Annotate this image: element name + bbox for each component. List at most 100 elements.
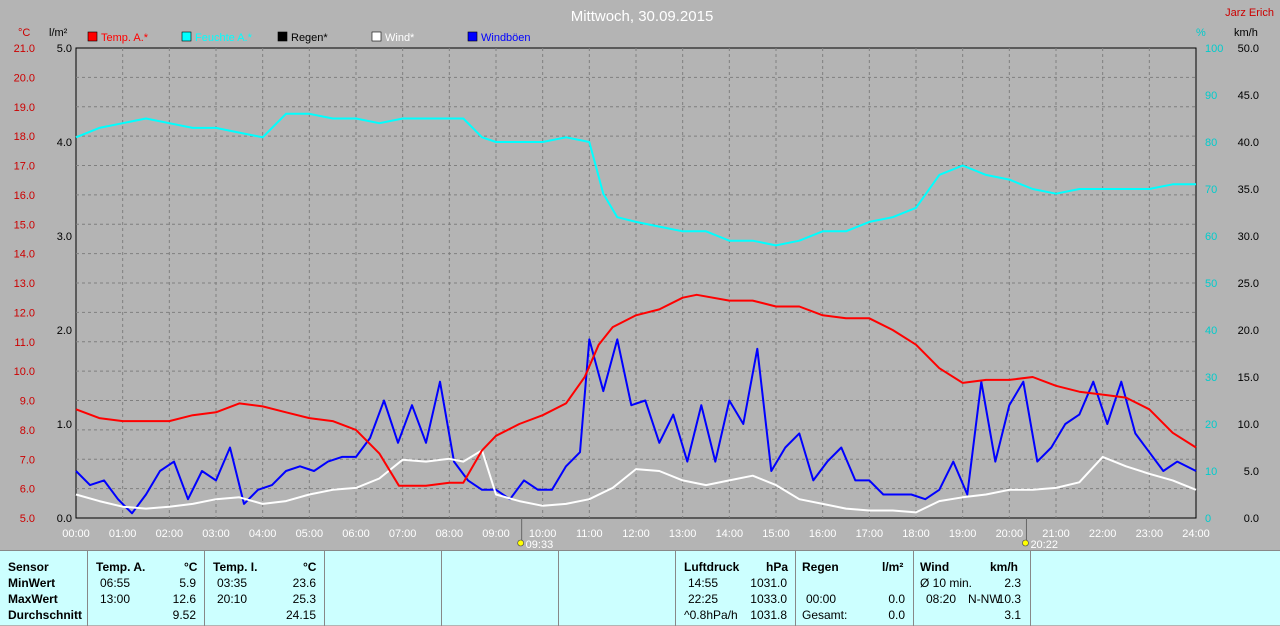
time-tick-label: 22:00 [1089, 528, 1117, 540]
sunrise-icon [517, 539, 524, 547]
wind-header: Wind [920, 560, 950, 574]
wind-column: Wind km/h Ø 10 min. 2.3 08:20 N-NW 10.3 … [914, 551, 1031, 626]
rain-tick-label: 1.0 [57, 419, 72, 431]
temp-tick-label: 15.0 [14, 219, 35, 231]
temp-i-unit: °C [303, 560, 317, 574]
time-tick-label: 18:00 [902, 528, 930, 540]
time-tick-label: 01:00 [109, 528, 137, 540]
wind-max-time: 08:20 [926, 592, 957, 606]
time-tick-label: 00:00 [62, 528, 90, 540]
wind-tick-label: 0.0 [1244, 513, 1259, 525]
temp-a-max-value: 12.6 [172, 592, 196, 606]
legend-label: Temp. A.* [101, 32, 149, 44]
time-tick-label: 15:00 [762, 528, 790, 540]
temp-i-min-time: 03:35 [217, 576, 248, 590]
rain-tick-label: 3.0 [57, 231, 72, 243]
humidity-tick-label: 30 [1205, 372, 1217, 384]
time-tick-label: 21:00 [1042, 528, 1070, 540]
temp-tick-label: 18.0 [14, 131, 35, 143]
wind-tick-label: 50.0 [1238, 43, 1259, 55]
pressure-max-time: 22:25 [688, 592, 719, 606]
pressure-max-value: 1033.0 [750, 592, 787, 606]
time-tick-label: 24:00 [1182, 528, 1210, 540]
temp-tick-label: 9.0 [20, 396, 35, 408]
time-tick-label: 14:00 [716, 528, 744, 540]
legend-label: Feuchte A.* [195, 32, 253, 44]
legend-swatch [371, 31, 382, 42]
stats-panel: Sensor MinWert MaxWert Durchschnitt Temp… [0, 550, 1280, 626]
pressure-unit: hPa [766, 560, 789, 574]
sensor-column: Sensor MinWert MaxWert Durchschnitt [0, 551, 88, 626]
temp-i-max-time: 20:10 [217, 592, 248, 606]
temp-i-max-value: 25.3 [292, 592, 316, 606]
wind-day-avg-value: 3.1 [1004, 608, 1021, 622]
time-tick-label: 08:00 [436, 528, 464, 540]
temp-i-header: Temp. I. [213, 560, 258, 574]
humidity-tick-label: 70 [1205, 184, 1217, 196]
rain-max-time: 00:00 [806, 592, 837, 606]
time-tick-label: 16:00 [809, 528, 837, 540]
wind-unit: km/h [990, 560, 1019, 574]
time-tick-label: 07:00 [389, 528, 417, 540]
wind-tick-label: 25.0 [1238, 278, 1259, 290]
temp-tick-label: 13.0 [14, 278, 35, 290]
temp-unit-label: °C [18, 27, 30, 39]
rain-tick-label: 5.0 [57, 43, 72, 55]
wind-max-direction: N-NW [968, 592, 1001, 606]
wind-tick-label: 30.0 [1238, 231, 1259, 243]
rain-max-value: 0.0 [888, 592, 905, 606]
temp-a-column: Temp. A. °C 06:55 5.9 13:00 12.6 9.52 [88, 551, 205, 626]
pressure-avg-value: 1031.8 [750, 608, 787, 622]
temp-tick-label: 10.0 [14, 366, 35, 378]
humidity-tick-label: 100 [1205, 43, 1223, 55]
rain-unit-label: l/m² [49, 27, 68, 39]
time-tick-label: 12:00 [622, 528, 650, 540]
temp-tick-label: 21.0 [14, 43, 35, 55]
maxwert-label: MaxWert [8, 592, 58, 606]
humidity-tick-label: 10 [1205, 466, 1217, 478]
time-tick-label: 03:00 [202, 528, 230, 540]
temp-a-header: Temp. A. [96, 560, 146, 574]
temp-tick-label: 16.0 [14, 190, 35, 202]
gust-series-line [75, 338, 1197, 515]
pressure-header: Luftdruck [684, 560, 740, 574]
wind-tick-label: 20.0 [1238, 325, 1259, 337]
time-tick-label: 11:00 [576, 528, 603, 540]
pressure-column: Luftdruck hPa 14:55 1031.0 22:25 1033.0 … [676, 551, 796, 626]
wind-avg10-label: Ø 10 min. [920, 576, 973, 590]
humidity-tick-label: 80 [1205, 137, 1217, 149]
author-label: Jarz Erich [1225, 7, 1274, 19]
temp-i-avg-value: 24.15 [285, 608, 316, 622]
temp-tick-label: 8.0 [20, 425, 35, 437]
temp-a-avg-value: 9.52 [172, 608, 196, 622]
temp-series-line [75, 293, 1197, 487]
humidity-series-line [75, 112, 1196, 247]
humidity-tick-label: 50 [1205, 278, 1217, 290]
temp-a-min-value: 5.9 [179, 576, 196, 590]
temp-tick-label: 11.0 [14, 337, 35, 349]
wind-tick-label: 40.0 [1238, 137, 1259, 149]
durchschnitt-label: Durchschnitt [8, 608, 83, 622]
time-tick-label: 04:00 [249, 528, 277, 540]
rain-header: Regen [802, 560, 839, 574]
temp-tick-label: 19.0 [14, 102, 35, 114]
temp-tick-label: 12.0 [14, 307, 35, 319]
time-tick-label: 09:00 [482, 528, 510, 540]
rain-tick-label: 4.0 [57, 137, 72, 149]
wind-unit-label: km/h [1234, 27, 1258, 39]
temp-tick-label: 7.0 [20, 454, 35, 466]
temp-i-min-value: 23.6 [292, 576, 316, 590]
rain-column: Regen l/m² 00:00 0.0 Gesamt: 0.0 [796, 551, 914, 626]
time-tick-label: 02:00 [156, 528, 184, 540]
temp-a-max-time: 13:00 [100, 592, 131, 606]
time-tick-label: 23:00 [1136, 528, 1164, 540]
wind-tick-label: 35.0 [1238, 184, 1259, 196]
temp-tick-label: 6.0 [20, 484, 35, 496]
wind-avg10-value: 2.3 [1004, 576, 1021, 590]
time-tick-label: 05:00 [296, 528, 324, 540]
temp-a-min-time: 06:55 [100, 576, 131, 590]
legend-swatch [467, 31, 478, 42]
temp-tick-label: 20.0 [14, 72, 35, 84]
humidity-tick-label: 90 [1205, 90, 1217, 102]
chart-title: Mittwoch, 30.09.2015 [571, 8, 714, 25]
